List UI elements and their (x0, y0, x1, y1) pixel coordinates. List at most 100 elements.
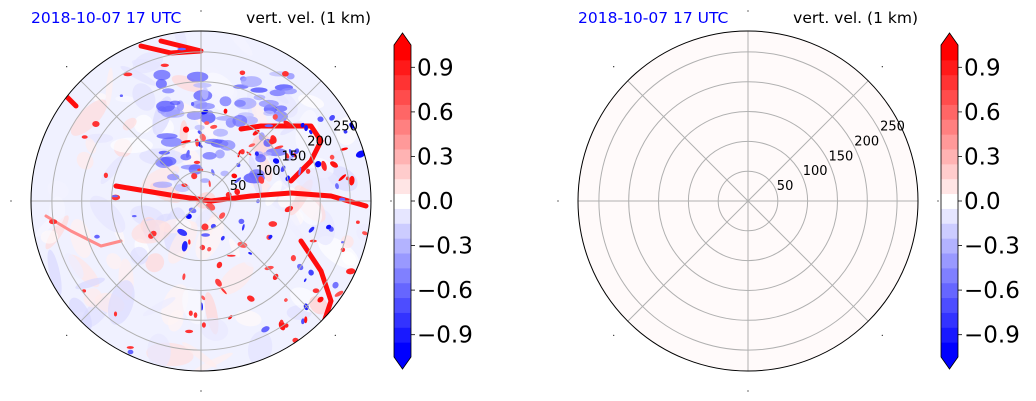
field-patch (180, 153, 192, 161)
convective-cell (186, 149, 190, 158)
convective-cell (254, 151, 259, 156)
field-patch (115, 95, 134, 103)
field-patch (200, 178, 210, 183)
field-patch (145, 253, 165, 273)
convective-cell (290, 255, 297, 262)
convective-cell (301, 318, 305, 325)
colorbar-tick-label: 0.0 (964, 189, 1001, 215)
field-patch (193, 82, 212, 88)
radial-tick-label: 250 (333, 119, 358, 134)
convective-cell (269, 137, 277, 145)
field-patch (75, 277, 105, 290)
field-patch (281, 87, 297, 95)
colorbar-level (394, 327, 411, 343)
field-patch (194, 124, 205, 131)
field-patch (186, 71, 209, 83)
convective-cell (234, 177, 242, 184)
azimuth-tick-mark (390, 200, 392, 202)
colorbar-level (941, 342, 958, 358)
polar-grid (578, 31, 918, 371)
convective-cell (303, 278, 307, 283)
convective-cell (238, 218, 245, 224)
colorbar-level (941, 253, 958, 269)
colorbar-level (941, 238, 958, 254)
convective-cell (284, 206, 294, 213)
polar-outline (30, 30, 372, 372)
convective-cell (191, 102, 195, 106)
convective-cell (284, 298, 288, 302)
colorbar-tick-label: −0.9 (417, 323, 473, 349)
colorbar-level (394, 342, 411, 358)
convective-cell (312, 288, 320, 294)
polar-outline (577, 30, 919, 372)
radial-tick-label: 200 (854, 134, 879, 149)
azimuth-tick-mark (613, 66, 615, 68)
azimuth-line (200, 200, 322, 322)
convective-cell (208, 180, 211, 188)
title-left: 2018-10-07 17 UTC (31, 9, 181, 27)
field-patch (89, 195, 126, 233)
colorbar-level (394, 59, 411, 76)
convective-cell (356, 220, 360, 224)
colorbar-level (394, 163, 411, 180)
convective-cell (216, 261, 223, 269)
colorbar-level (941, 89, 958, 105)
field-patch (83, 288, 102, 308)
field-patch (40, 230, 59, 244)
convective-cell (335, 183, 339, 190)
field-patch (255, 154, 266, 163)
colorbar-level (941, 163, 958, 180)
colorbar: 0.9 0.6 0.3 0.0 −0.3 −0.6 −0.9 (940, 32, 1020, 370)
convective-cell (268, 234, 273, 239)
field-patch (242, 247, 263, 268)
convective-cell (160, 63, 169, 67)
field-patch (191, 100, 208, 109)
convective-cell (119, 94, 123, 97)
colorbar-tick-label: 0.9 (417, 55, 454, 81)
convective-cell (181, 241, 188, 252)
convective-cell (180, 140, 191, 144)
colorbar-level (941, 178, 958, 195)
field-patch (200, 112, 216, 124)
field-patch (68, 297, 92, 333)
convective-cell (338, 174, 347, 182)
colorbar-level (394, 312, 411, 328)
azimuth-tick-mark (66, 66, 68, 68)
convective-cell (226, 254, 236, 257)
azimuth-tick-mark (613, 334, 615, 336)
convective-cell (248, 143, 256, 148)
convective-cell (200, 109, 209, 115)
field-patch (309, 295, 329, 315)
convective-cell (191, 173, 198, 180)
azimuth-line (80, 200, 202, 322)
convective-cell (332, 281, 339, 289)
convective-cell (274, 145, 284, 150)
colorbar-level (941, 267, 958, 284)
convective-cell (201, 322, 206, 328)
field-patch (141, 165, 180, 189)
convective-cell (329, 154, 335, 160)
convective-cell (81, 135, 88, 139)
convective-cell (258, 176, 265, 184)
convective-cell (288, 148, 294, 158)
colorbar-level (941, 282, 958, 299)
convective-cell (193, 312, 198, 318)
convective-cell (201, 233, 210, 237)
field-patch (69, 219, 92, 258)
azimuth-line (747, 200, 869, 322)
field-patch (131, 59, 167, 71)
field-patch (156, 133, 178, 140)
title-right: vert. vel. (1 km) (246, 9, 371, 27)
colorbar-level (941, 59, 958, 76)
convective-cell (326, 224, 332, 230)
azimuth-tick-mark (66, 334, 68, 336)
convective-cell (362, 231, 368, 236)
convective-cell (334, 290, 344, 297)
convective-cell (231, 173, 238, 179)
field-patch (295, 109, 318, 153)
field-patch (219, 96, 232, 107)
convective-cell (339, 147, 349, 151)
convective-cell (272, 273, 279, 281)
azimuth-tick-mark (747, 390, 749, 392)
convective-cell (268, 221, 278, 227)
